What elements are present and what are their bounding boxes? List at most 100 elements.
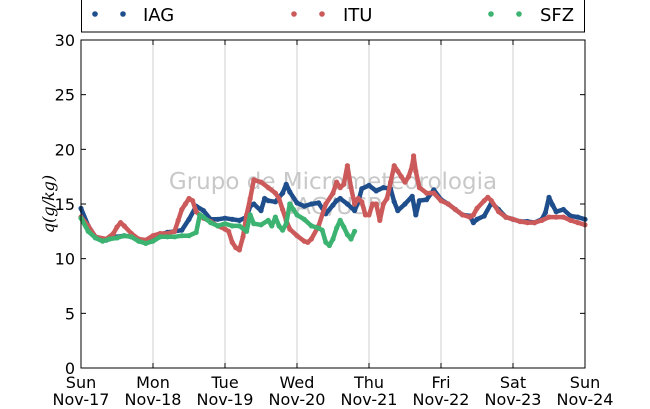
data-point xyxy=(280,227,286,233)
data-point xyxy=(118,220,124,226)
data-point xyxy=(305,239,311,245)
data-point xyxy=(208,220,214,226)
data-point xyxy=(348,185,354,191)
data-point xyxy=(294,233,300,239)
x-tick-label-day: Mon xyxy=(136,373,170,392)
data-point xyxy=(388,179,394,185)
y-tick-label: 10 xyxy=(55,250,75,269)
data-point xyxy=(265,217,271,223)
data-point xyxy=(395,208,401,214)
data-point xyxy=(240,234,246,240)
data-point xyxy=(553,209,559,215)
data-point xyxy=(287,189,293,195)
series-sfz xyxy=(78,201,358,249)
legend-label-itu: ITU xyxy=(343,5,372,26)
y-tick-label: 25 xyxy=(55,86,75,105)
data-point xyxy=(402,179,408,185)
data-point xyxy=(179,227,185,233)
y-tick-label: 15 xyxy=(55,195,75,214)
y-tick-label: 5 xyxy=(65,304,75,323)
data-point xyxy=(290,206,296,213)
data-point xyxy=(416,198,422,204)
data-point xyxy=(334,225,340,231)
legend: IAG ITU SFZ xyxy=(81,0,585,33)
data-point xyxy=(546,194,552,200)
x-tick-label-date: Nov-18 xyxy=(125,390,182,409)
x-tick-label-day: Sat xyxy=(500,373,526,392)
data-point xyxy=(236,223,242,229)
data-point xyxy=(575,214,581,220)
data-point xyxy=(337,195,343,202)
data-point xyxy=(190,198,196,204)
data-point xyxy=(316,200,322,206)
data-point xyxy=(411,153,417,159)
data-point xyxy=(229,239,235,245)
data-point xyxy=(355,195,361,202)
legend-marker xyxy=(291,11,297,17)
data-point xyxy=(276,223,282,229)
data-point xyxy=(380,185,386,191)
data-point xyxy=(503,214,509,220)
data-point xyxy=(510,216,516,222)
data-point xyxy=(247,195,253,202)
data-point xyxy=(517,218,523,225)
data-point xyxy=(352,208,358,214)
legend-marker xyxy=(319,11,325,17)
data-point xyxy=(323,201,329,207)
data-point xyxy=(366,182,372,188)
data-point xyxy=(236,247,242,253)
data-point xyxy=(276,195,282,202)
data-point xyxy=(182,201,188,207)
legend-marker xyxy=(120,11,126,17)
data-point xyxy=(251,221,257,227)
data-point xyxy=(496,209,502,215)
data-point xyxy=(222,221,228,227)
data-point xyxy=(114,235,120,241)
data-point xyxy=(280,190,286,196)
data-point xyxy=(287,201,293,207)
data-point xyxy=(366,212,372,218)
data-point xyxy=(301,203,307,209)
data-point xyxy=(200,214,206,220)
data-point xyxy=(247,212,253,218)
y-tick-label: 30 xyxy=(55,31,75,50)
data-point xyxy=(560,214,567,220)
data-point xyxy=(532,220,538,226)
x-tick-label-day: Sun xyxy=(66,373,96,392)
data-point xyxy=(200,208,206,214)
data-point xyxy=(301,216,307,222)
x-tick-label-date: Nov-24 xyxy=(557,390,614,409)
data-point xyxy=(546,214,552,220)
data-point xyxy=(121,233,127,239)
data-point xyxy=(157,234,163,240)
data-point xyxy=(186,216,192,222)
data-point xyxy=(470,220,476,226)
legend-label-sfz: SFZ xyxy=(540,5,574,26)
x-tick-label-date: Nov-17 xyxy=(53,390,110,409)
data-point xyxy=(485,194,491,200)
data-point xyxy=(179,206,185,213)
data-point xyxy=(215,216,221,222)
data-point xyxy=(409,193,415,199)
data-point xyxy=(164,234,170,240)
data-point xyxy=(575,220,581,226)
data-point xyxy=(269,223,275,229)
legend-marker xyxy=(488,11,494,17)
data-point xyxy=(128,234,134,240)
data-point xyxy=(416,185,422,191)
x-tick-label-date: Nov-21 xyxy=(341,390,398,409)
data-point xyxy=(373,188,379,194)
data-point xyxy=(395,168,401,174)
y-tick-labels: 0 5 10 15 20 25 30 xyxy=(55,31,75,378)
data-point xyxy=(229,223,235,229)
data-point xyxy=(85,228,91,234)
x-tick-label-day: Tue xyxy=(210,373,238,392)
data-point xyxy=(283,181,289,187)
data-point xyxy=(424,197,430,203)
data-point xyxy=(92,235,98,241)
data-point xyxy=(193,209,199,215)
data-point xyxy=(481,213,487,219)
data-point xyxy=(258,208,264,214)
data-point xyxy=(359,186,365,192)
data-point xyxy=(319,227,325,233)
